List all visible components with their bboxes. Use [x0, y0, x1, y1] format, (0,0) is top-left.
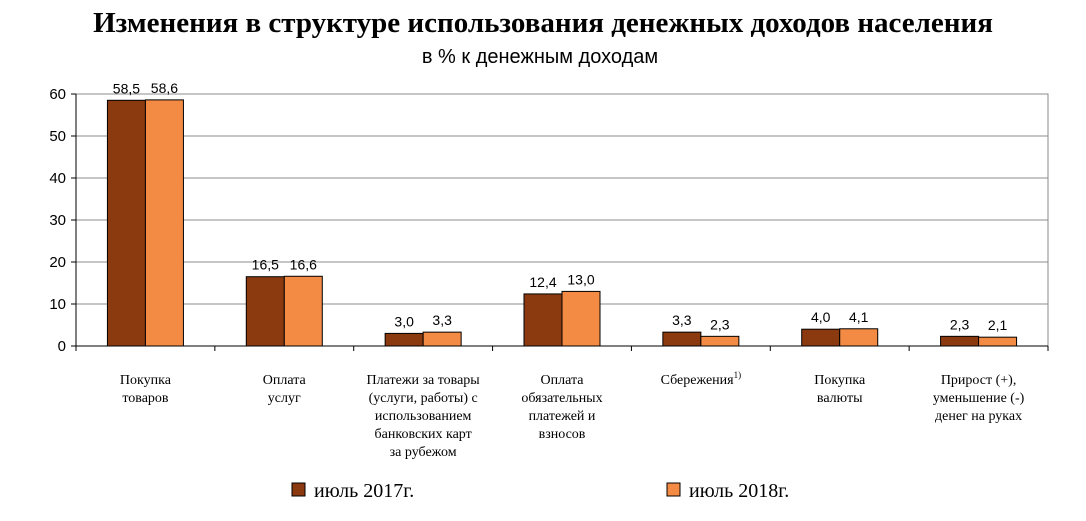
category-label-line: использованием	[375, 409, 472, 424]
category-label: Оплата обязательных платежей и взносов	[521, 373, 602, 442]
y-tick-label: 60	[49, 86, 66, 103]
bar	[144, 99, 184, 347]
data-label: 3,3	[672, 312, 692, 328]
category-label-line: обязательных	[521, 391, 602, 406]
data-label: 3,3	[432, 312, 452, 328]
category-label: Прирост (+), уменьшение (-) денег на руках	[933, 373, 1025, 424]
category-label-line: Сбережения	[661, 373, 735, 388]
category-label-line: Оплата	[263, 373, 307, 388]
bar	[978, 336, 1018, 347]
category-label-line: Покупка	[814, 373, 866, 388]
y-tick-label: 50	[49, 128, 66, 145]
category-label-line: платежей и	[529, 409, 596, 424]
category-label-line: Оплата	[541, 373, 585, 388]
category-label: Покупка товаров	[120, 373, 172, 406]
bar	[384, 332, 424, 347]
category-label-line: товаров	[122, 391, 169, 406]
y-tick-label: 0	[58, 338, 66, 355]
chart-subtitle: в % к денежным доходам	[422, 46, 658, 68]
category-label-line: денег на руках	[935, 409, 1022, 424]
data-label: 16,6	[290, 256, 317, 272]
plot-area: 0 10 20 30 40 50 60 58,5 16,5 3,0 12,4 3,3 4,0 2,3 58,…	[49, 80, 1049, 460]
category-label: Оплата услуг	[263, 373, 307, 406]
legend: июль 2017г. июль 2018г.	[291, 480, 789, 502]
category-label: Сбережения1)	[661, 370, 742, 388]
bar	[940, 335, 980, 347]
bar	[523, 293, 563, 347]
bar	[839, 328, 879, 347]
category-label-line: Прирост (+),	[941, 373, 1017, 388]
category-label-line: взносов	[539, 427, 586, 442]
y-tick-label: 30	[49, 212, 66, 229]
data-label: 58,5	[113, 80, 140, 96]
data-label: 2,1	[988, 317, 1008, 333]
category-label-line: Платежи за товары	[367, 373, 481, 388]
legend-label: июль 2017г.	[314, 480, 414, 502]
y-tick-label: 20	[49, 254, 66, 271]
category-label-line: услуг	[268, 391, 301, 406]
data-label: 2,3	[710, 316, 730, 332]
category-label-line: банковских карт	[375, 427, 472, 442]
bar	[700, 335, 740, 347]
y-tick-label: 10	[49, 296, 66, 313]
footnote-marker: 1)	[734, 370, 742, 380]
y-tick-label: 40	[49, 170, 66, 187]
legend-swatch	[666, 482, 681, 497]
category-label-line: Покупка	[120, 373, 172, 388]
bar	[283, 275, 323, 347]
category-label-line: валюты	[817, 391, 863, 406]
data-label: 16,5	[252, 257, 279, 273]
data-label: 12,4	[529, 274, 556, 290]
category-label-line: (услуги, работы) с	[369, 391, 478, 406]
data-label: 4,1	[849, 309, 869, 325]
category-label: Покупка валюты	[814, 373, 866, 406]
data-label: 3,0	[394, 313, 414, 329]
bar	[662, 331, 702, 347]
bar	[801, 328, 841, 347]
bar	[245, 276, 285, 347]
category-label: Платежи за товары (услуги, работы) с испол…	[367, 373, 481, 460]
chart-title: Изменения в структуре использования дене…	[93, 7, 993, 39]
bar	[561, 290, 601, 347]
category-label-line: уменьшение (-)	[933, 391, 1025, 406]
data-label: 58,6	[151, 80, 178, 96]
legend-swatch	[291, 482, 306, 497]
bar	[106, 99, 146, 347]
data-label: 13,0	[567, 271, 594, 287]
category-label-line: за рубежом	[390, 445, 457, 460]
bar	[422, 331, 462, 347]
data-label: 2,3	[950, 316, 970, 332]
data-label: 4,0	[811, 309, 831, 325]
legend-label: июль 2018г.	[689, 480, 789, 502]
